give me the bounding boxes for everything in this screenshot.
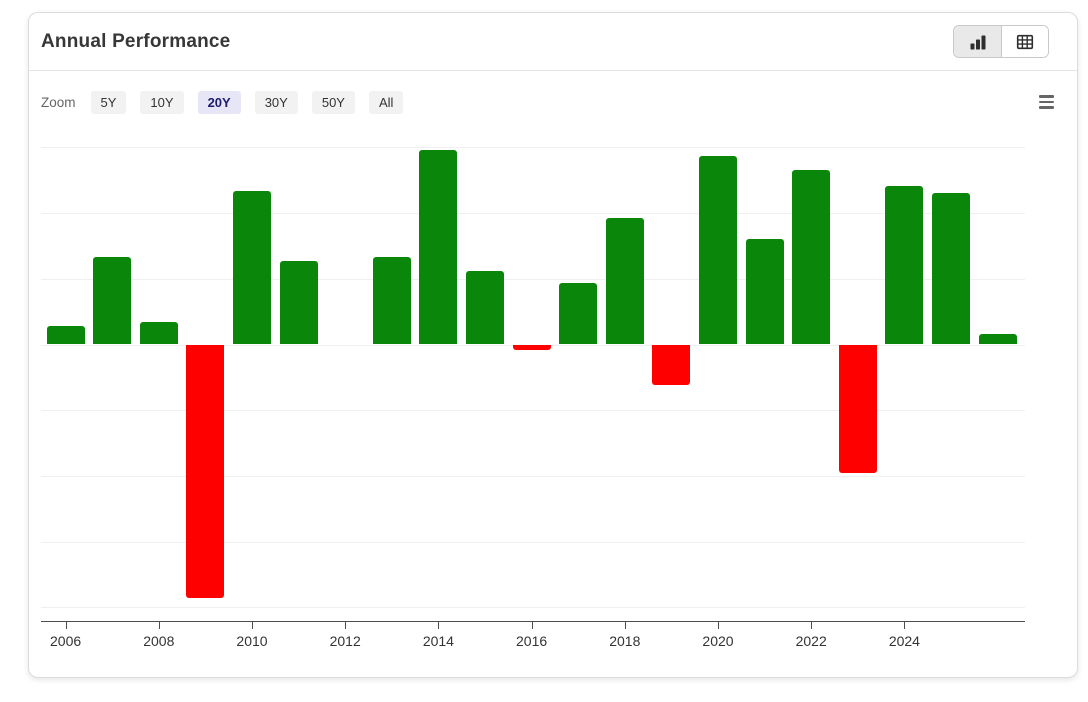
range-button-30y[interactable]: 30Y — [254, 90, 298, 114]
x-axis-label-2012: 2012 — [329, 633, 361, 649]
x-axis-tick — [158, 622, 160, 629]
x-axis-label-2014: 2014 — [422, 633, 454, 649]
column-2021[interactable] — [745, 238, 784, 345]
column-2022[interactable] — [792, 169, 831, 345]
x-axis-tick — [65, 622, 67, 629]
column-2026[interactable] — [978, 333, 1017, 345]
view-toggle-group — [953, 25, 1049, 58]
column-2010[interactable] — [233, 190, 271, 345]
gridline — [41, 213, 1025, 215]
column-2009[interactable] — [186, 344, 225, 599]
gridline — [41, 147, 1025, 149]
page-title: Annual Performance — [41, 30, 231, 52]
x-axis-tick — [252, 622, 253, 629]
range-button-50y[interactable]: 50Y — [311, 90, 355, 114]
plot-area: 2006 2008 2010 2012 2014 2016 2018 2020 2022 2024 — [41, 134, 1025, 649]
x-axis-tick — [718, 622, 719, 629]
column-2024[interactable] — [885, 186, 924, 345]
chart-view-button[interactable] — [954, 26, 1001, 57]
x-axis-label-2022: 2022 — [795, 633, 827, 649]
table-view-button[interactable] — [1001, 26, 1048, 57]
column-2007[interactable] — [93, 257, 132, 345]
x-axis-tick — [904, 622, 906, 629]
zoom-toolbar: Zoom 5Y 10Y 20Y 30Y 50Y All — [41, 90, 418, 114]
x-axis-tick — [438, 622, 440, 629]
range-button-5y[interactable]: 5Y — [90, 90, 127, 114]
column-2016[interactable] — [512, 344, 551, 350]
zoom-label: Zoom — [41, 94, 76, 110]
column-2017[interactable] — [559, 283, 598, 345]
bar-chart-icon — [969, 33, 987, 51]
annual-performance-card: Annual Performance — [28, 12, 1078, 678]
range-button-10y[interactable]: 10Y — [140, 90, 184, 114]
card-header: Annual Performance — [29, 13, 1077, 71]
gridline — [41, 541, 1025, 543]
column-2025[interactable] — [932, 192, 970, 345]
gridline — [41, 475, 1025, 477]
hamburger-menu-icon — [1038, 95, 1054, 109]
column-2006[interactable] — [46, 326, 85, 345]
gridline — [41, 410, 1025, 412]
range-button-all[interactable]: All — [368, 90, 404, 114]
column-2011[interactable] — [279, 261, 318, 345]
column-2018[interactable] — [605, 217, 644, 345]
x-axis-label-2008: 2008 — [143, 633, 175, 649]
x-axis-tick — [624, 622, 626, 629]
column-2019[interactable] — [652, 344, 691, 385]
x-axis-tick — [531, 622, 533, 629]
x-axis-label-2018: 2018 — [609, 633, 641, 649]
gridline — [41, 607, 1025, 609]
column-2015[interactable] — [466, 270, 504, 345]
x-axis-label-2010: 2010 — [236, 633, 268, 649]
x-axis-tick — [811, 622, 813, 629]
table-icon — [1016, 33, 1034, 51]
x-axis-tick — [345, 622, 347, 629]
column-2023[interactable] — [838, 344, 877, 474]
x-axis-label-2020: 2020 — [702, 633, 734, 649]
x-axis-label-2016: 2016 — [516, 633, 548, 649]
range-button-20y[interactable]: 20Y — [197, 90, 241, 114]
column-2008[interactable] — [139, 322, 178, 345]
x-axis-label-2006: 2006 — [50, 633, 82, 649]
gridline — [41, 278, 1025, 280]
column-2014[interactable] — [419, 150, 458, 345]
context-menu-button[interactable] — [1033, 89, 1059, 115]
column-2013[interactable] — [372, 257, 411, 345]
range-button-group: 5Y 10Y 20Y 30Y 50Y All — [90, 90, 418, 114]
column-2020[interactable] — [699, 155, 737, 345]
x-axis-label-2024: 2024 — [888, 633, 920, 649]
